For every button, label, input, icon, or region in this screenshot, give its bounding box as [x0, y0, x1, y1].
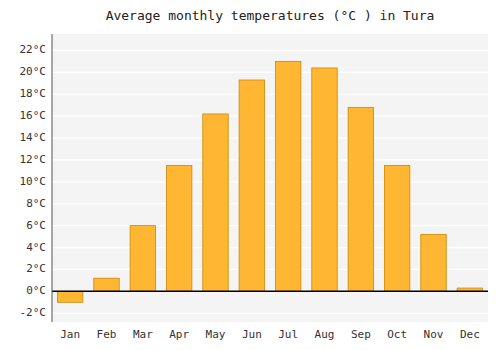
y-tick-label: 16°C: [20, 109, 47, 122]
y-tick-label: 8°C: [26, 197, 46, 210]
bar: [239, 80, 264, 291]
x-tick-label: Aug: [315, 328, 335, 341]
bar: [57, 291, 82, 302]
bar: [384, 165, 409, 291]
grid-line: [52, 137, 488, 138]
bar: [166, 165, 191, 291]
x-tick-label: Sep: [351, 328, 371, 341]
x-tick-label: Apr: [169, 328, 189, 341]
grid-line: [52, 159, 488, 160]
grid-line: [52, 94, 488, 95]
x-tick-label: May: [206, 328, 226, 341]
y-tick-label: 20°C: [20, 65, 47, 78]
bar: [275, 61, 300, 291]
y-axis-line: [52, 34, 53, 322]
y-tick-label: 18°C: [20, 87, 47, 100]
y-tick-label: -2°C: [20, 306, 47, 319]
grid-line: [52, 203, 488, 204]
page: {"chart_data": {"type": "bar", "title": …: [0, 0, 500, 350]
grid-line: [52, 291, 488, 292]
grid-line: [52, 50, 488, 51]
bar: [94, 278, 119, 291]
bars: [57, 61, 482, 302]
x-tick-label: Jan: [60, 328, 80, 341]
y-tick-label: 14°C: [20, 131, 47, 144]
chart-container: -2°C 0°C 2°C 4°C 6°C 8°C 10°C 12°C 14°C 16°C 18°C 2…: [0, 0, 500, 350]
plot-background: [52, 34, 488, 322]
bar: [348, 107, 373, 291]
y-tick-label: 0°C: [26, 284, 46, 297]
x-tick-label: Mar: [133, 328, 153, 341]
y-tick-label: 4°C: [26, 241, 46, 254]
x-tick-label: Nov: [424, 328, 444, 341]
grid-line: [52, 72, 488, 73]
bar: [130, 226, 155, 292]
bar: [203, 114, 228, 291]
x-tick-label: Oct: [387, 328, 407, 341]
title: Average monthly temperatures (°C ) in Tu…: [106, 8, 435, 23]
x-tick-label: Jun: [242, 328, 262, 341]
grid: [52, 50, 488, 313]
bar: [312, 68, 337, 291]
bar: [421, 234, 446, 291]
grid-line: [52, 313, 488, 314]
x-tick-label: Dec: [460, 328, 480, 341]
y-tick-label: 10°C: [20, 175, 47, 188]
x-axis: Jan Feb Mar Apr May Jun Jul Aug Sep Oct Nov Dec: [60, 328, 480, 341]
grid-line: [52, 181, 488, 182]
y-tick-label: 12°C: [20, 153, 47, 166]
y-tick-label: 22°C: [20, 43, 47, 56]
x-tick-label: Feb: [97, 328, 117, 341]
y-tick-label: 2°C: [26, 262, 46, 275]
zero-line: [52, 291, 488, 293]
x-tick-label: Jul: [278, 328, 298, 341]
chart-svg: -2°C 0°C 2°C 4°C 6°C 8°C 10°C 12°C 14°C 16°C 18°C 2…: [0, 0, 500, 350]
grid-line: [52, 225, 488, 226]
grid-line: [52, 116, 488, 117]
y-tick-label: 6°C: [26, 219, 46, 232]
y-axis: -2°C 0°C 2°C 4°C 6°C 8°C 10°C 12°C 14°C 16°C 18°C 2…: [20, 43, 47, 319]
